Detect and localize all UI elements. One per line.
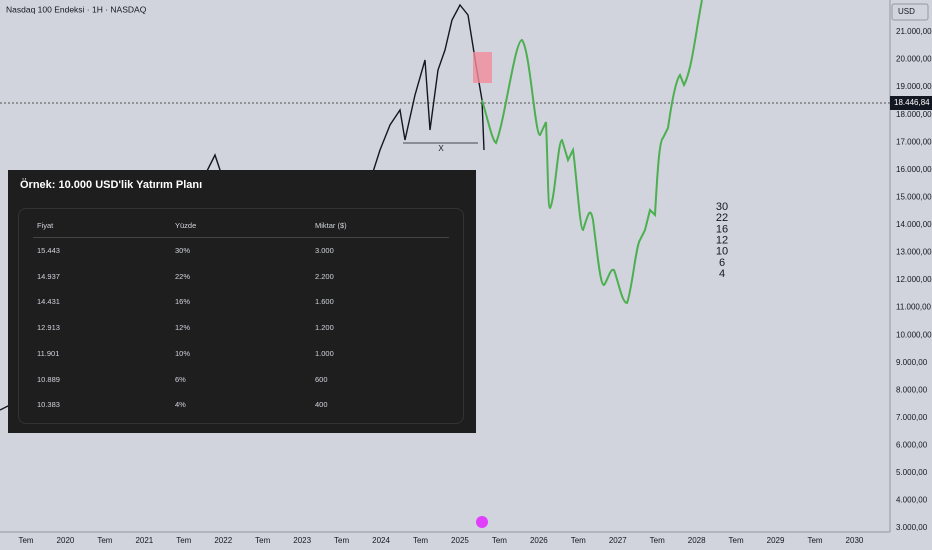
time-label: Tem bbox=[492, 536, 507, 545]
price-label: 4.000,00 bbox=[896, 496, 928, 505]
projection-line bbox=[481, 0, 703, 305]
allocation-number: 22 bbox=[716, 212, 728, 224]
time-label: 2027 bbox=[609, 536, 627, 545]
price-label: 18.000,00 bbox=[896, 110, 932, 119]
table-title: Örnek: 10.000 USD'lik Yatırım Planı bbox=[20, 179, 203, 191]
table-body: Fiyat Yüzde Miktar ($) 15.443 30% 3.000 14.937… bbox=[18, 208, 464, 424]
table-cell: 2.200 bbox=[315, 271, 334, 281]
table-cell: 10.889 bbox=[37, 374, 60, 384]
table-cell: 1.000 bbox=[315, 348, 334, 358]
allocation-number: 16 bbox=[716, 223, 728, 235]
table-cell: 22% bbox=[175, 271, 191, 281]
annotation-label: X bbox=[438, 144, 444, 153]
table-cell: 1.600 bbox=[315, 297, 334, 307]
time-label: 2028 bbox=[688, 536, 706, 545]
price-label: 7.000,00 bbox=[896, 413, 928, 422]
current-price-tag bbox=[890, 96, 932, 110]
table-cell: 30% bbox=[175, 246, 191, 255]
price-label: 11.000,00 bbox=[896, 303, 932, 312]
table-cell: 600 bbox=[315, 374, 328, 384]
table-cell: 10.383 bbox=[37, 400, 60, 410]
time-label: 2024 bbox=[372, 536, 390, 545]
plan-table: Örnek: 10.000 USD'lik Yatırım Planı Fiya… bbox=[8, 170, 476, 433]
time-label: Tem bbox=[729, 536, 744, 545]
price-label: 8.000,00 bbox=[896, 385, 928, 394]
price-label: 12.000,00 bbox=[896, 275, 932, 284]
price-label: 14.000,00 bbox=[896, 220, 932, 229]
time-label: Tem bbox=[650, 536, 665, 545]
price-label: 17.000,00 bbox=[896, 137, 932, 146]
time-label: 2021 bbox=[135, 536, 153, 545]
table-cell: 400 bbox=[315, 400, 328, 410]
table-cell: 14.937 bbox=[37, 271, 60, 281]
price-label: 6.000,00 bbox=[896, 441, 928, 450]
table-cell: 15.443 bbox=[37, 246, 60, 255]
price-axis bbox=[890, 0, 932, 550]
table-header: Miktar ($) bbox=[315, 221, 347, 230]
table-cell: 14.431 bbox=[37, 297, 60, 307]
table-cell: 12% bbox=[175, 323, 191, 333]
price-label: 15.000,00 bbox=[896, 192, 932, 201]
allocation-number: 10 bbox=[716, 246, 728, 258]
time-label: Tem bbox=[334, 536, 349, 545]
table-header: Yüzde bbox=[175, 221, 197, 230]
table-header: Fiyat bbox=[37, 221, 54, 230]
price-label: 5.000,00 bbox=[896, 468, 928, 477]
time-label: Tem bbox=[807, 536, 822, 545]
separator bbox=[33, 237, 449, 238]
time-label: 2030 bbox=[846, 536, 864, 545]
currency-box[interactable] bbox=[891, 3, 929, 21]
time-label: 2029 bbox=[767, 536, 785, 545]
table-cell: 11.901 bbox=[37, 348, 60, 358]
chart-title: Nasdaq 100 Endeksi · 1H · NASDAQ bbox=[6, 4, 147, 14]
table-cell: 3.000 bbox=[315, 246, 334, 255]
time-label: Tem bbox=[571, 536, 586, 545]
price-label: 20.000,00 bbox=[896, 55, 932, 64]
table-cell: 6% bbox=[175, 374, 186, 384]
time-label: Tem bbox=[18, 536, 33, 545]
price-label: 3.000,00 bbox=[896, 523, 928, 532]
time-label: 2026 bbox=[530, 536, 548, 545]
event-icon[interactable] bbox=[476, 516, 488, 528]
allocation-number: 4 bbox=[719, 268, 725, 280]
time-label: Tem bbox=[176, 536, 191, 545]
price-label: 10.000,00 bbox=[896, 330, 932, 339]
table-cell: 16% bbox=[175, 297, 191, 307]
current-price: 18.446,84 bbox=[894, 98, 930, 107]
allocation-number: 12 bbox=[716, 235, 728, 247]
allocation-number: 6 bbox=[719, 257, 725, 269]
time-label: 2020 bbox=[57, 536, 75, 545]
time-label: Tem bbox=[255, 536, 270, 545]
time-label: 2023 bbox=[293, 536, 311, 545]
table-cell: 1.200 bbox=[315, 323, 334, 333]
price-label: 13.000,00 bbox=[896, 248, 932, 257]
time-label: Tem bbox=[413, 536, 428, 545]
price-label: 21.000,00 bbox=[896, 27, 932, 36]
zone-box bbox=[473, 52, 492, 83]
table-cell: 10% bbox=[175, 348, 191, 358]
currency: USD bbox=[898, 7, 915, 16]
time-label: 2022 bbox=[214, 536, 232, 545]
table-cell: 4% bbox=[175, 400, 186, 410]
time-label: 2025 bbox=[451, 536, 469, 545]
price-label: 16.000,00 bbox=[896, 165, 932, 174]
price-label: 19.000,00 bbox=[896, 82, 932, 91]
time-label: Tem bbox=[97, 536, 112, 545]
price-label: 9.000,00 bbox=[896, 358, 928, 367]
table-cell: 12.913 bbox=[37, 323, 60, 333]
allocation-number: 30 bbox=[716, 201, 728, 213]
